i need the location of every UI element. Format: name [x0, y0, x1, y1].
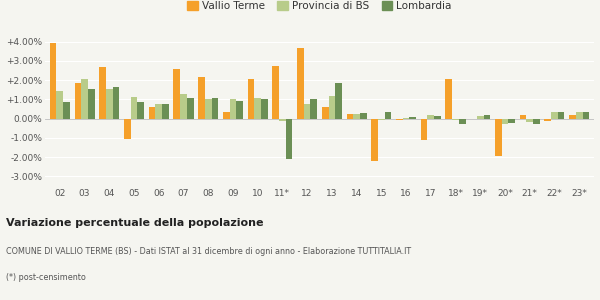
Bar	[409, 117, 416, 118]
Bar	[551, 112, 558, 119]
Text: (*) post-censimento: (*) post-censimento	[6, 273, 86, 282]
Bar	[434, 116, 441, 118]
Bar	[477, 116, 484, 118]
Bar	[495, 118, 502, 156]
Bar	[353, 114, 360, 118]
Bar	[106, 89, 113, 118]
Bar	[236, 101, 243, 118]
Bar	[162, 104, 169, 118]
Bar	[137, 102, 144, 119]
Bar	[131, 98, 137, 118]
Bar	[360, 113, 367, 118]
Bar	[198, 77, 205, 119]
Bar	[347, 114, 353, 118]
Bar	[484, 115, 490, 119]
Bar	[378, 118, 385, 120]
Bar	[99, 67, 106, 118]
Bar	[248, 79, 254, 118]
Bar	[452, 118, 459, 120]
Legend: Vallio Terme, Provincia di BS, Lombardia: Vallio Terme, Provincia di BS, Lombardia	[187, 1, 452, 11]
Bar	[403, 118, 409, 119]
Bar	[272, 66, 279, 118]
Bar	[329, 96, 335, 118]
Bar	[421, 118, 427, 140]
Bar	[297, 48, 304, 118]
Bar	[371, 118, 378, 161]
Bar	[427, 115, 434, 119]
Bar	[520, 115, 526, 119]
Bar	[385, 112, 391, 119]
Bar	[459, 118, 466, 124]
Bar	[279, 118, 286, 121]
Bar	[124, 118, 131, 139]
Bar	[212, 98, 218, 118]
Bar	[502, 118, 508, 124]
Bar	[544, 118, 551, 122]
Bar	[533, 118, 540, 124]
Bar	[286, 118, 292, 159]
Bar	[558, 112, 565, 119]
Bar	[56, 91, 63, 118]
Bar	[396, 118, 403, 120]
Bar	[173, 70, 180, 118]
Text: Variazione percentuale della popolazione: Variazione percentuale della popolazione	[6, 218, 263, 227]
Bar	[335, 83, 342, 118]
Bar	[322, 107, 329, 118]
Bar	[304, 104, 310, 118]
Bar	[445, 79, 452, 118]
Bar	[569, 115, 576, 119]
Bar	[149, 107, 155, 118]
Bar	[155, 104, 162, 118]
Bar	[205, 99, 212, 119]
Bar	[508, 118, 515, 123]
Bar	[230, 99, 236, 119]
Bar	[187, 98, 194, 118]
Bar	[50, 44, 56, 118]
Bar	[113, 87, 119, 118]
Bar	[576, 112, 583, 119]
Bar	[583, 112, 589, 119]
Bar	[180, 94, 187, 118]
Text: COMUNE DI VALLIO TERME (BS) - Dati ISTAT al 31 dicembre di ogni anno - Elaborazi: COMUNE DI VALLIO TERME (BS) - Dati ISTAT…	[6, 248, 411, 256]
Bar	[74, 83, 81, 118]
Bar	[88, 89, 95, 118]
Bar	[254, 98, 261, 118]
Bar	[223, 112, 230, 119]
Bar	[261, 99, 268, 119]
Bar	[310, 99, 317, 119]
Bar	[526, 118, 533, 122]
Bar	[63, 102, 70, 119]
Bar	[81, 79, 88, 118]
